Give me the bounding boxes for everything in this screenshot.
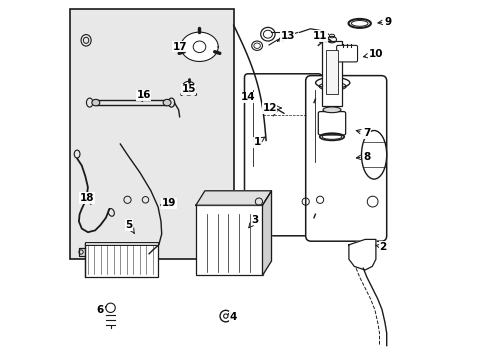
FancyBboxPatch shape: [244, 74, 321, 236]
Text: 6: 6: [97, 305, 106, 315]
Text: 13: 13: [277, 31, 294, 41]
Text: 7: 7: [356, 128, 370, 138]
Ellipse shape: [92, 99, 100, 106]
Bar: [325, 50, 338, 94]
Polygon shape: [348, 239, 375, 270]
FancyBboxPatch shape: [305, 76, 386, 241]
Text: 4: 4: [228, 312, 236, 322]
Text: 12: 12: [262, 103, 281, 113]
Bar: [85, 242, 158, 245]
Text: 10: 10: [363, 49, 383, 59]
Text: 18: 18: [80, 193, 94, 204]
Text: 1: 1: [253, 137, 264, 147]
Bar: [85, 243, 158, 277]
Bar: [321, 41, 342, 106]
Text: 9: 9: [377, 17, 391, 27]
Circle shape: [220, 310, 231, 322]
Circle shape: [106, 303, 115, 312]
Ellipse shape: [182, 81, 195, 95]
Text: 16: 16: [136, 90, 151, 102]
Ellipse shape: [315, 77, 349, 88]
Text: 11: 11: [312, 31, 326, 41]
FancyBboxPatch shape: [336, 45, 357, 62]
Polygon shape: [262, 191, 271, 275]
Text: 15: 15: [181, 84, 196, 95]
Text: 2: 2: [375, 242, 386, 252]
Bar: [196, 205, 262, 275]
Bar: [70, 9, 233, 259]
Polygon shape: [196, 191, 271, 205]
Ellipse shape: [163, 99, 171, 106]
Ellipse shape: [260, 27, 275, 41]
Text: 14: 14: [240, 92, 255, 102]
Text: 19: 19: [161, 198, 176, 208]
Text: 3: 3: [248, 215, 258, 228]
Polygon shape: [181, 32, 218, 62]
Text: 8: 8: [356, 152, 370, 162]
Ellipse shape: [361, 130, 386, 179]
FancyBboxPatch shape: [318, 112, 345, 135]
Ellipse shape: [322, 107, 340, 113]
Text: 17: 17: [172, 42, 186, 52]
Ellipse shape: [251, 41, 262, 50]
Text: 5: 5: [125, 220, 134, 233]
